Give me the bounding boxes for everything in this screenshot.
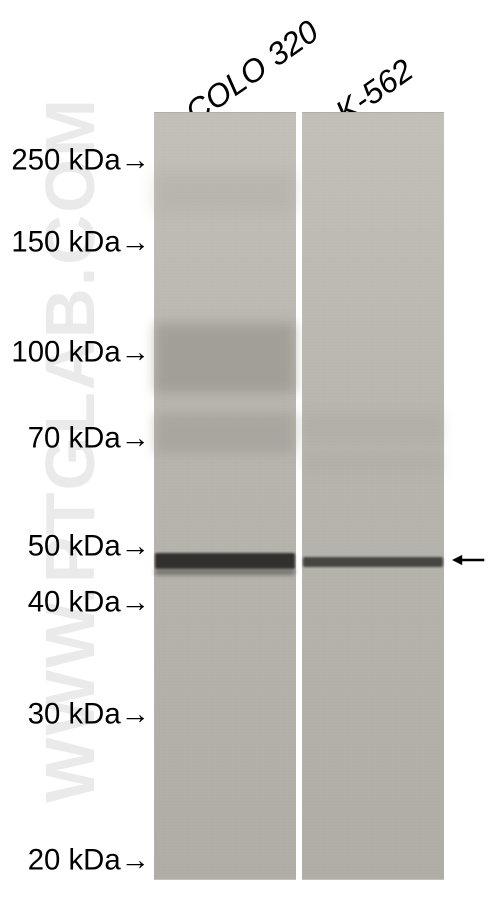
blot-smear <box>303 413 443 443</box>
blot-smear <box>303 453 443 473</box>
band-indicator-arrow <box>452 550 486 570</box>
marker-label: 20 kDa→ <box>28 843 150 877</box>
marker-label: 30 kDa→ <box>28 697 150 731</box>
marker-label: 150 kDa→ <box>11 225 150 259</box>
marker-label: 100 kDa→ <box>11 335 150 369</box>
blot-band <box>155 569 295 575</box>
marker-label: 50 kDa→ <box>28 529 150 563</box>
marker-label: 250 kDa→ <box>11 143 150 177</box>
blot-plot-area: WWW.PTGLAB.COM COLO 320K-562 250 kDa→150… <box>12 12 488 891</box>
blot-band <box>303 557 443 567</box>
blot-lane <box>154 112 296 880</box>
blot-smear <box>155 173 295 213</box>
blot-band <box>155 553 295 569</box>
lane-noise-overlay <box>303 113 443 879</box>
marker-label: 70 kDa→ <box>28 421 150 455</box>
blot-smear <box>155 323 295 393</box>
marker-label: 40 kDa→ <box>28 585 150 619</box>
blot-lane <box>302 112 444 880</box>
lanes-group <box>154 112 444 880</box>
lane-labels-group: COLO 320K-562 <box>12 12 488 112</box>
lane-noise-overlay <box>155 113 295 879</box>
figure-container: WWW.PTGLAB.COM COLO 320K-562 250 kDa→150… <box>0 0 500 903</box>
blot-smear <box>155 413 295 453</box>
